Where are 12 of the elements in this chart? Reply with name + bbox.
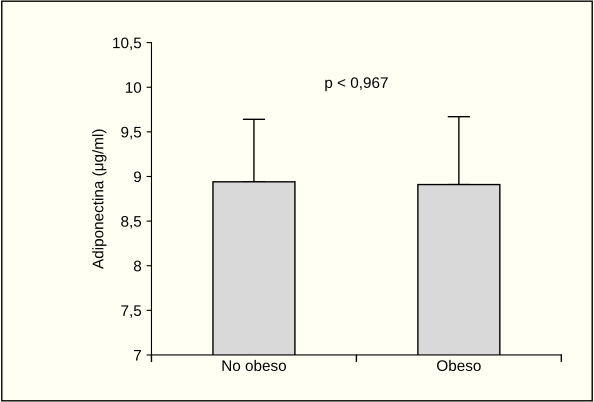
y-tick-label: 10,5 (113, 37, 142, 50)
x-tick-label: No obeso (222, 360, 286, 372)
y-tick-label: 10 (126, 82, 142, 93)
x-tick-label: Obeso (437, 360, 481, 372)
annotation: p < 0,967 (325, 77, 388, 92)
y-tick-label: 9 (134, 171, 142, 182)
y-tick-label: 8,5 (121, 216, 142, 229)
y-tick-label: 7 (134, 350, 141, 360)
y-tick-label: 7,5 (121, 305, 142, 318)
y-tick-label: 9,5 (121, 126, 142, 140)
y-axis-title: Adiponectina (μg/ml) (92, 130, 106, 269)
y-tick-label: 8 (134, 260, 142, 272)
